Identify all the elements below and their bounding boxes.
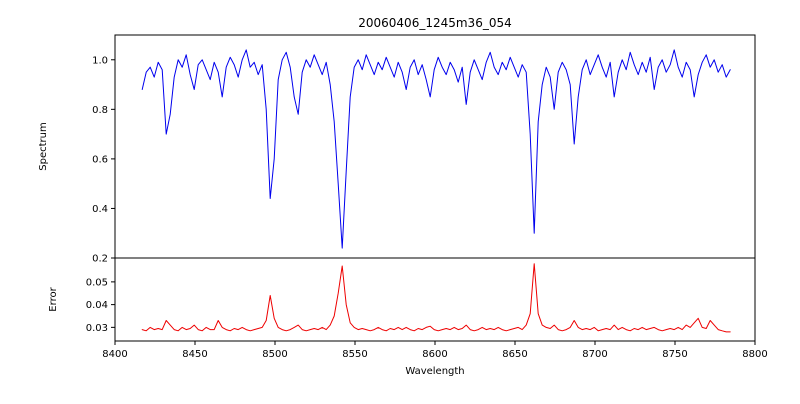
error-y-tick-label: 0.05 [86,277,108,288]
spectrum-line [141,49,731,249]
spectrum-y-tick-label: 1.0 [92,55,108,66]
x-tick-label: 8450 [182,349,207,360]
error-line [141,263,731,333]
error-panel-frame [114,257,756,342]
x-axis-label: Wavelength [405,366,464,377]
x-tick-label: 8600 [422,349,447,360]
x-tick-label: 8700 [582,349,607,360]
x-tick-label: 8750 [662,349,687,360]
error-y-tick-label: 0.03 [86,323,108,334]
spectrum-y-tick-label: 0.4 [92,204,108,215]
x-tick-label: 8400 [102,349,127,360]
spectrum-y-tick-label: 0.2 [92,254,108,265]
y-axis-label-error: Error [48,286,59,311]
x-tick-label: 8650 [502,349,527,360]
plot-panels: 0.2 0.4 0.6 0.8 1.0 0.03 0.04 0.05 8400 8450 8500 8… [86,34,768,360]
error-y-tick-label: 0.04 [86,300,108,311]
y-axis-label-spectrum: Spectrum [38,122,49,170]
spectrum-y-tick-label: 0.6 [92,154,108,165]
x-tick-label: 8800 [742,349,767,360]
x-tick-label: 8550 [342,349,367,360]
plot-title: 20060406_1245m36_054 [358,16,511,30]
spectrum-y-tick-label: 0.8 [92,105,108,116]
x-tick-label: 8500 [262,349,287,360]
